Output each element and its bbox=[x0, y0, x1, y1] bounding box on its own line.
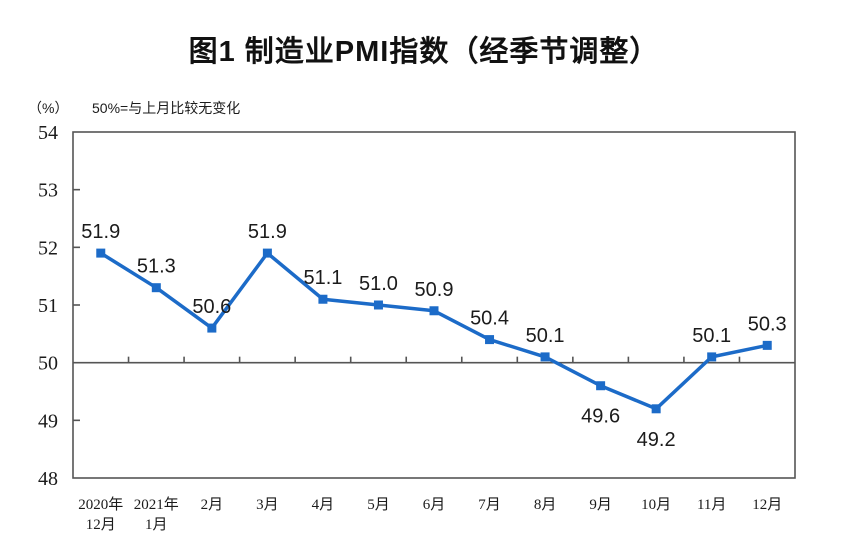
data-point-marker bbox=[707, 352, 717, 362]
data-point-label: 50.1 bbox=[526, 325, 565, 347]
data-point-marker bbox=[596, 381, 606, 391]
data-point-marker bbox=[262, 248, 272, 258]
data-point-marker bbox=[151, 283, 161, 293]
pmi-series-line bbox=[99, 251, 768, 411]
x-axis-tick-label: 12月 bbox=[752, 497, 782, 513]
data-point-marker bbox=[540, 352, 550, 362]
data-point-label: 49.6 bbox=[581, 406, 620, 428]
data-point-label: 51.3 bbox=[137, 256, 176, 278]
y-axis-unit-label: （%） bbox=[28, 100, 69, 116]
data-point-marker bbox=[485, 335, 495, 345]
y-axis-tick-label: 53 bbox=[38, 180, 58, 202]
data-point-marker bbox=[96, 248, 106, 258]
data-point-label: 50.9 bbox=[415, 279, 454, 301]
x-axis-tick-label: 5月 bbox=[367, 497, 390, 513]
x-axis-tick-label: 4月 bbox=[312, 497, 335, 513]
data-point-label: 51.0 bbox=[359, 273, 398, 295]
x-axis-tick-label: 2月 bbox=[201, 497, 224, 513]
data-point-marker bbox=[207, 323, 217, 333]
y-axis-tick-label: 50 bbox=[38, 353, 58, 375]
x-axis-tick-label: 11月 bbox=[697, 497, 726, 513]
data-point-marker bbox=[429, 306, 439, 316]
y-axis-tick-label: 51 bbox=[38, 295, 58, 317]
data-point-marker bbox=[373, 300, 383, 310]
data-point-label: 51.9 bbox=[248, 221, 287, 243]
x-axis-tick-label: 9月 bbox=[589, 497, 612, 513]
chart-title: 图1 制造业PMI指数（经季节调整） bbox=[188, 36, 660, 68]
data-point-marker bbox=[318, 294, 328, 304]
x-axis-tick-label: 2021年 1月 bbox=[134, 496, 179, 533]
x-axis-tick-label: 7月 bbox=[478, 497, 501, 513]
data-point-marker bbox=[762, 340, 772, 350]
data-point-label: 50.4 bbox=[470, 308, 509, 330]
x-axis-tick-label: 2020年 12月 bbox=[78, 496, 123, 533]
y-axis-tick-label: 54 bbox=[38, 122, 58, 144]
data-point-label: 50.6 bbox=[192, 296, 231, 318]
y-axis-tick-label: 48 bbox=[38, 468, 58, 490]
data-point-label: 50.3 bbox=[748, 313, 787, 335]
y-axis-tick-label: 52 bbox=[38, 237, 58, 259]
data-point-label: 51.9 bbox=[81, 221, 120, 243]
x-axis-tick-label: 8月 bbox=[534, 497, 557, 513]
x-axis-tick-label: 3月 bbox=[256, 497, 279, 513]
x-axis-tick-label: 10月 bbox=[641, 497, 671, 513]
data-point-marker bbox=[651, 404, 661, 414]
data-point-label: 49.2 bbox=[637, 429, 676, 451]
reference-note: 50%=与上月比较无变化 bbox=[92, 100, 241, 116]
x-axis-tick-label: 6月 bbox=[423, 497, 446, 513]
data-point-label: 51.1 bbox=[303, 267, 342, 289]
y-axis-tick-label: 49 bbox=[38, 410, 58, 432]
data-point-label: 50.1 bbox=[692, 325, 731, 347]
